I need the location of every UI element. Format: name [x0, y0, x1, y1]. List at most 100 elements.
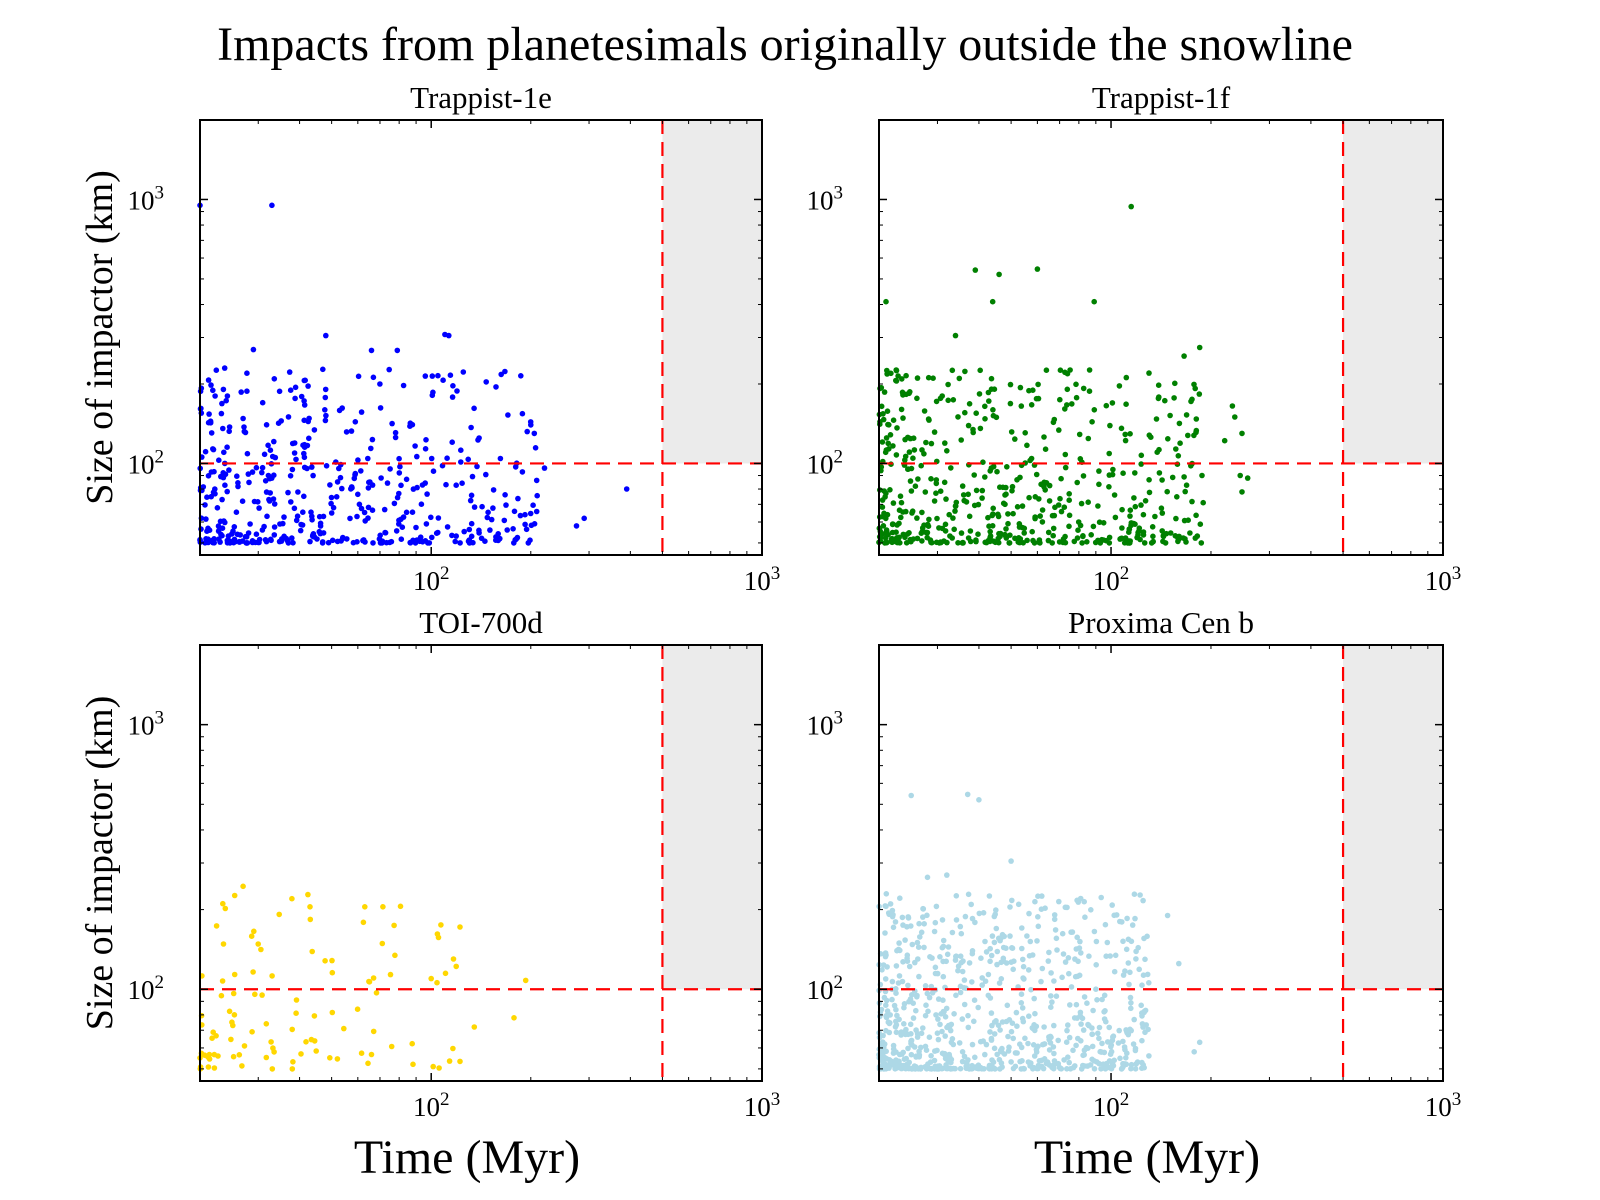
data-point — [322, 417, 329, 424]
data-point — [955, 967, 961, 974]
data-point — [293, 517, 300, 524]
data-point — [905, 982, 911, 989]
data-point — [1229, 403, 1236, 409]
data-point — [1089, 1025, 1095, 1031]
data-point — [1102, 921, 1109, 928]
data-point — [889, 978, 896, 985]
data-point — [1025, 1040, 1031, 1047]
data-point — [959, 1058, 966, 1065]
data-point — [902, 534, 908, 541]
data-point — [322, 407, 328, 413]
data-point — [931, 928, 938, 935]
data-point — [365, 1060, 371, 1067]
shaded-region — [1343, 645, 1443, 990]
data-point — [1012, 1050, 1019, 1056]
data-point — [474, 463, 480, 470]
data-point — [911, 447, 918, 453]
data-point — [1034, 266, 1041, 272]
data-point — [210, 387, 216, 394]
data-point — [1109, 902, 1115, 908]
data-point — [987, 945, 993, 952]
data-point — [904, 952, 911, 958]
data-point — [1137, 892, 1143, 898]
data-point — [228, 1036, 234, 1043]
data-point — [309, 948, 316, 955]
data-point — [219, 496, 225, 503]
data-point — [1036, 537, 1043, 543]
data-point — [896, 973, 903, 979]
data-point — [292, 395, 298, 402]
data-point — [210, 538, 217, 544]
data-point — [1061, 504, 1068, 511]
data-point — [238, 389, 244, 395]
data-point — [1128, 1000, 1134, 1006]
data-point — [1067, 1002, 1073, 1008]
data-point — [1008, 858, 1014, 864]
data-point — [1077, 522, 1084, 529]
data-point — [1031, 995, 1037, 1002]
x-tick-label: 102 — [413, 563, 450, 596]
data-point — [1111, 968, 1118, 975]
data-point — [948, 1021, 955, 1028]
data-point — [1028, 402, 1035, 408]
data-point — [269, 973, 275, 979]
data-point — [289, 466, 296, 473]
data-point — [937, 539, 944, 545]
data-point — [1146, 432, 1153, 439]
data-point — [991, 1031, 998, 1037]
data-point — [902, 1031, 909, 1038]
data-point — [994, 468, 1000, 475]
data-point — [959, 540, 966, 546]
data-point — [467, 497, 474, 504]
data-point — [503, 502, 509, 508]
data-point — [458, 459, 464, 465]
data-point — [381, 506, 388, 513]
data-point — [1140, 511, 1147, 518]
data-point — [1026, 1013, 1032, 1019]
data-point — [360, 919, 367, 926]
data-point — [924, 874, 931, 881]
data-point — [905, 1045, 911, 1052]
data-point — [1127, 513, 1133, 519]
data-point — [983, 949, 990, 955]
data-point — [1035, 1065, 1041, 1072]
data-point — [1095, 1030, 1101, 1037]
data-point — [965, 491, 971, 498]
data-point — [285, 414, 292, 420]
data-point — [291, 505, 298, 512]
data-point — [881, 994, 888, 1001]
data-point — [1025, 967, 1032, 973]
data-point — [1122, 968, 1128, 974]
data-point — [952, 508, 958, 514]
data-point — [305, 891, 311, 898]
data-point — [969, 1065, 976, 1072]
data-point — [901, 1021, 907, 1027]
data-point — [255, 941, 261, 947]
data-point — [412, 540, 419, 546]
data-point — [1099, 1040, 1105, 1047]
data-point — [1083, 1044, 1090, 1051]
data-point — [922, 1012, 929, 1019]
data-point — [1032, 898, 1038, 905]
data-point — [909, 992, 915, 998]
data-point — [928, 539, 934, 546]
data-point — [931, 498, 938, 504]
data-point — [218, 410, 225, 417]
data-point — [922, 489, 929, 495]
data-point — [890, 417, 897, 424]
data-point — [511, 1015, 517, 1021]
data-point — [976, 797, 982, 803]
data-point — [944, 1024, 950, 1031]
data-point — [915, 944, 922, 950]
data-point — [1091, 298, 1097, 305]
data-point — [525, 540, 532, 546]
data-point — [224, 444, 230, 451]
data-point — [920, 1025, 926, 1031]
data-point — [1106, 1058, 1113, 1064]
data-point — [396, 521, 402, 527]
data-point — [213, 367, 220, 374]
data-point — [886, 1029, 893, 1036]
data-point — [293, 456, 299, 463]
data-point — [882, 535, 889, 541]
